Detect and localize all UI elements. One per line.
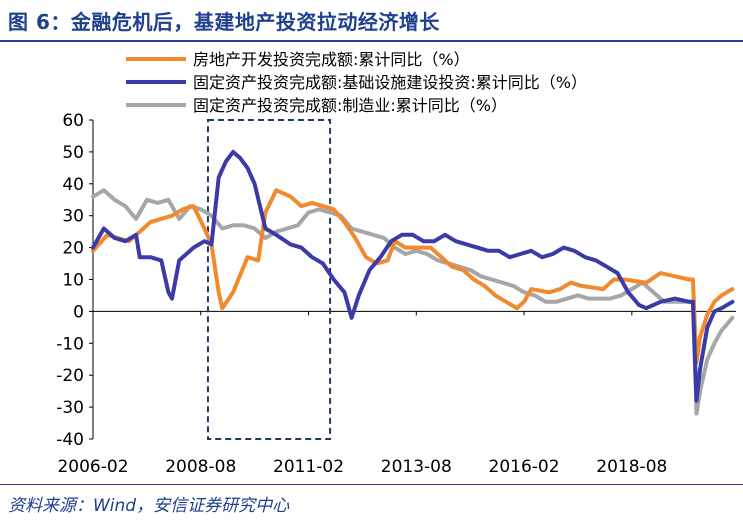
highlight-box-rect [206, 119, 332, 440]
x-tick-label: 2008-08 [165, 457, 236, 477]
series-line-2 [91, 149, 735, 403]
legend-label-1: 房地产开发投资完成额:累计同比（%） [193, 50, 470, 69]
x-tick-label: 2006-02 [57, 457, 128, 477]
chart-legend: 房地产开发投资完成额:累计同比（%） 固定资产投资完成额:基础设施建设投资:累计同… [126, 50, 587, 115]
source-note: 资料来源：Wind，安信证券研究中心 [8, 496, 290, 516]
y-tick-label: 60 [62, 111, 84, 131]
y-tick-label: -40 [56, 430, 84, 450]
y-tick-label: 20 [62, 239, 84, 259]
title-rule [0, 40, 743, 42]
y-tick-label: 10 [62, 271, 84, 291]
y-tick-label: 30 [62, 207, 84, 227]
y-tick-label: 40 [62, 175, 84, 195]
x-tick-label: 2018-08 [596, 457, 667, 477]
source-rule [0, 484, 743, 485]
x-tick-label: 2011-02 [273, 457, 344, 477]
highlight-box [206, 119, 332, 440]
chart-series-lines [91, 149, 735, 416]
legend-label-3: 固定资产投资完成额:制造业:累计同比（%） [193, 96, 507, 115]
y-tick-label: -20 [56, 366, 84, 386]
figure-title: 图 6：金融危机后，基建地产投资拉动经济增长 [8, 10, 440, 34]
x-tick-label: 2016-02 [489, 457, 560, 477]
chart-axes: 60 50 40 30 20 10 0 -10 -20 -30 -40 2006-02 2008-08 2… [56, 111, 736, 477]
x-tick-label: 2013-08 [381, 457, 452, 477]
series-line-3 [91, 188, 735, 416]
y-tick-label: -10 [56, 334, 84, 354]
y-tick-label: 50 [62, 143, 84, 163]
y-tick-label: 0 [73, 302, 84, 322]
legend-label-2: 固定资产投资完成额:基础设施建设投资:累计同比（%） [193, 73, 587, 92]
series-line-1 [91, 188, 735, 365]
y-tick-label: -30 [56, 398, 84, 418]
